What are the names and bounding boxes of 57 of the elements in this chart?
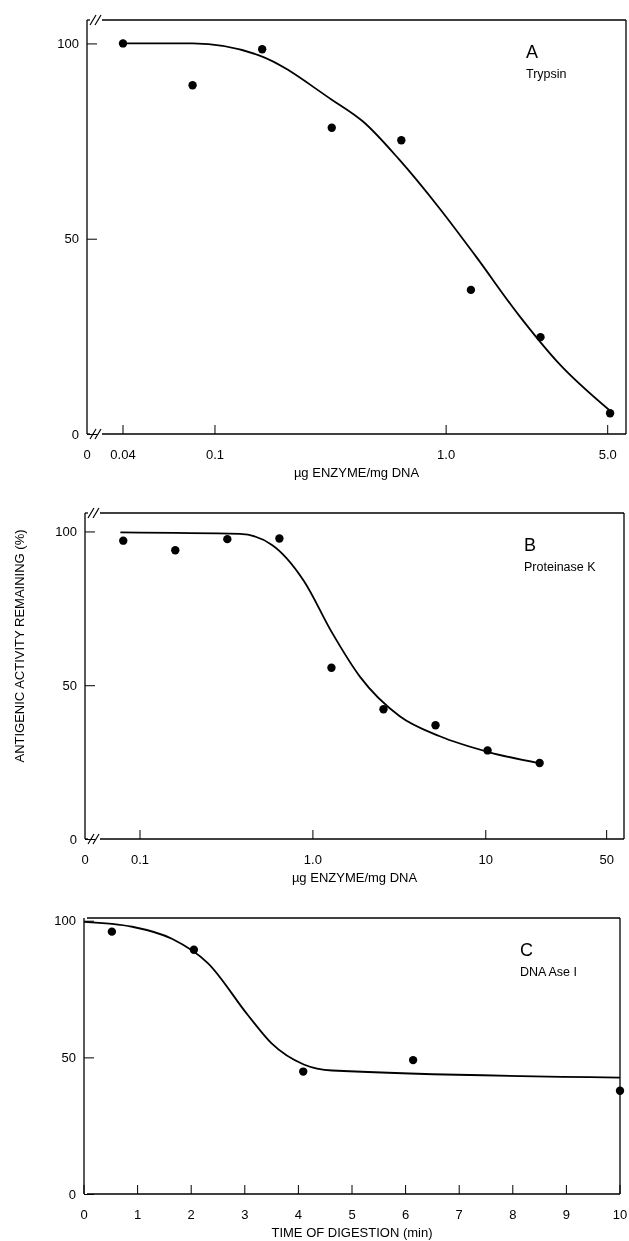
x-tick-label: 10 — [478, 852, 494, 867]
y-tick-label: 100 — [57, 36, 79, 52]
text: C — [520, 940, 533, 960]
x-tick-label: 6 — [401, 1207, 410, 1222]
x-tick-label: 1.0 — [437, 447, 456, 462]
point — [408, 1055, 418, 1065]
x-tick-label: 5 — [348, 1207, 356, 1222]
point — [327, 663, 336, 672]
y-tick-label: 50 — [61, 1050, 76, 1066]
y-tick-label: 100 — [55, 524, 77, 540]
point — [431, 721, 440, 730]
y-tick-label: 50 — [64, 231, 79, 247]
point — [171, 546, 180, 555]
x-tick-label: 1.0 — [303, 852, 322, 867]
x-tick-label: 50 — [599, 852, 614, 867]
point — [615, 1086, 625, 1095]
y-tick-label: 50 — [62, 677, 77, 693]
text: B — [524, 535, 537, 555]
x-axis-title: TIME OF DIGESTION (min) — [271, 1225, 433, 1240]
point — [299, 1067, 308, 1076]
x-tick-label: 0.1 — [130, 852, 150, 867]
x-tick-label: 0 — [83, 447, 91, 462]
point — [119, 536, 128, 545]
point — [275, 534, 284, 543]
text: Trypsin — [526, 67, 567, 81]
point — [223, 534, 232, 544]
point — [118, 39, 128, 48]
x-tick-label: 5.0 — [598, 447, 617, 462]
x-axis-title: µg ENZYME/mg DNA — [291, 870, 418, 885]
y-tick-label: 0 — [68, 1186, 76, 1202]
point — [188, 81, 197, 90]
x-tick-label: 0.1 — [205, 447, 225, 462]
x-tick-label: 2 — [187, 1207, 195, 1222]
x-tick-label: 0.04 — [110, 447, 136, 462]
point — [466, 285, 476, 295]
text: DNA Ase I — [520, 965, 577, 979]
y-tick-label: 100 — [54, 913, 76, 929]
y-tick-label: 0 — [69, 831, 77, 847]
x-tick-label: 4 — [294, 1207, 303, 1222]
x-tick-label: 3 — [241, 1207, 249, 1222]
x-tick-label: 0 — [81, 852, 89, 867]
x-tick-label: 7 — [455, 1207, 463, 1222]
x-tick-label: 9 — [562, 1207, 571, 1222]
point — [107, 927, 117, 936]
x-axis-title: µg ENZYME/mg DNA — [293, 465, 420, 480]
point — [257, 45, 267, 54]
y-axis-title: ANTIGENIC ACTIVITY REMAINING (%) — [12, 529, 27, 763]
y-tick-label: 0 — [71, 426, 79, 442]
point — [605, 409, 615, 418]
point — [379, 705, 388, 714]
point — [327, 123, 336, 132]
text: A — [526, 42, 539, 62]
text: Proteinase K — [524, 560, 597, 574]
x-tick-label: 10 — [612, 1207, 628, 1222]
point — [397, 136, 406, 145]
x-tick-label: 1 — [133, 1207, 142, 1222]
x-tick-label: 8 — [509, 1207, 517, 1222]
